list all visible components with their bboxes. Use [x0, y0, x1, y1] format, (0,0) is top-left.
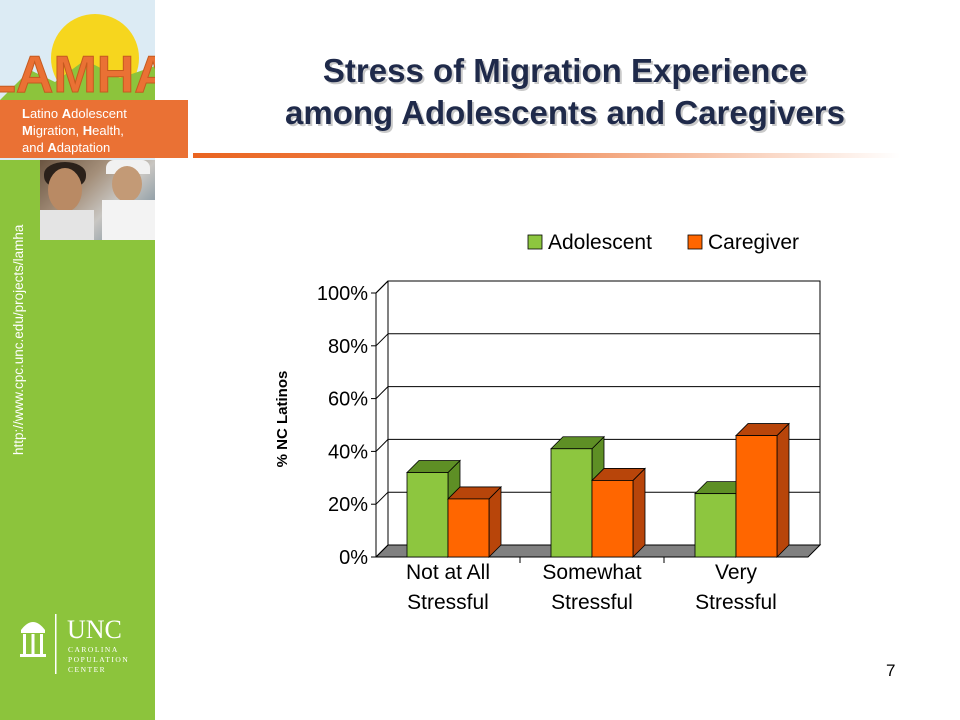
gridline-side [375, 544, 389, 558]
slide-title-line-2: among Adolescents and Caregivers [285, 94, 845, 131]
lamha-logo: LAMHA [0, 14, 155, 100]
bar-adolescent [550, 448, 593, 558]
org-line-2: POPULATION [68, 655, 129, 664]
title-underline [193, 153, 900, 158]
x-tick-label: Not at All [406, 561, 490, 584]
gridline-side [375, 333, 389, 347]
gridline-side [375, 386, 389, 399]
gridline-side [375, 491, 389, 505]
y-tick-label: 40% [328, 441, 368, 463]
x-tick-label: Stressful [695, 591, 777, 614]
mountain-shape [0, 60, 155, 100]
y-tick-label: 0% [339, 547, 368, 569]
logo-wordmark: LAMHA [0, 46, 155, 100]
bar-chart: 0% 20% 40% 60% 80% 100% % NC Latinos Not at All… [274, 231, 822, 614]
x-tick-label: Stressful [407, 591, 489, 614]
y-axis-label: % NC Latinos [274, 371, 291, 468]
bar-caregiver [447, 498, 490, 558]
logo-line-2: Migration, Health, [22, 123, 124, 138]
unc-logo: UNC CAROLINA POPULATION CENTER [20, 614, 129, 674]
bar-side [776, 422, 790, 558]
slide-title-line-1: Stress of Migration Experience [322, 52, 808, 89]
logo-line-1: Latino Adolescent [22, 106, 127, 121]
legend-label: Caregiver [708, 231, 799, 254]
bar-caregiver [735, 435, 778, 558]
project-url[interactable]: http://www.cpc.unc.edu/projects/lamha [11, 224, 26, 455]
org-line-3: CENTER [68, 665, 106, 674]
old-well-icon [20, 622, 46, 657]
logo-divider [55, 614, 57, 674]
x-tick-label: Stressful [551, 591, 633, 614]
legend-label: Adolescent [548, 231, 652, 254]
logo-line-3: and Adaptation [22, 140, 111, 155]
y-tick-label: 100% [317, 283, 368, 305]
students-photo [40, 160, 155, 240]
legend-swatch-adolescent [527, 234, 543, 250]
logo-banner: Latino Adolescent Migration, Health, and… [0, 100, 188, 158]
y-tick-label: 80% [328, 336, 368, 358]
sidebar: LAMHA Latino Adolescent Migration, Healt… [0, 0, 188, 720]
gridline-side [375, 439, 389, 452]
bar-adolescent [406, 472, 449, 558]
page-number: 7 [886, 661, 896, 680]
bar-adolescent [694, 493, 737, 558]
gridline-side [375, 280, 389, 294]
y-tick-label: 60% [328, 389, 368, 411]
bar-side [632, 467, 646, 558]
legend-swatch-caregiver [687, 234, 703, 250]
x-tick-label: Somewhat [542, 561, 641, 584]
bar-caregiver [591, 480, 634, 558]
y-tick-label: 20% [328, 494, 368, 516]
x-tick-label: Very [715, 561, 758, 584]
org-name: UNC [67, 615, 122, 644]
org-line-1: CAROLINA [68, 645, 119, 654]
